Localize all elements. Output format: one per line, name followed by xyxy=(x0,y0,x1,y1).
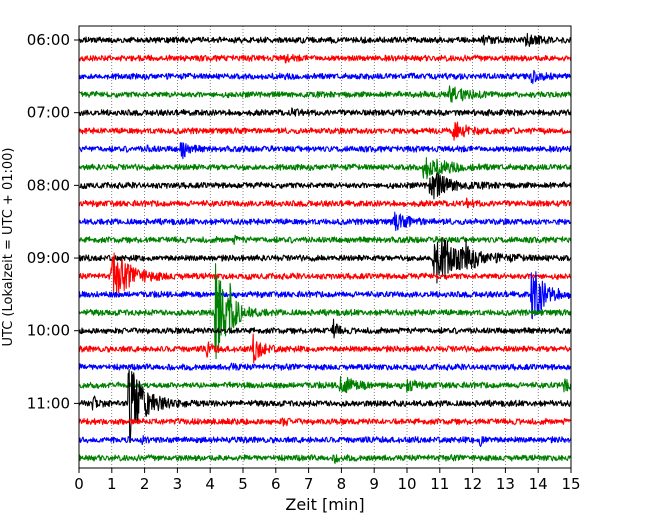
x-tick-label: 14 xyxy=(529,475,548,493)
seismic-trace-1045 xyxy=(78,376,572,394)
seismic-trace-0745 xyxy=(78,157,572,180)
seismic-trace-0830 xyxy=(78,211,572,232)
seismic-trace-0800 xyxy=(78,172,572,200)
seismic-trace-0715 xyxy=(78,121,572,141)
seismic-trace-0615 xyxy=(78,53,572,64)
y-tick-label: 07:00 xyxy=(27,104,70,122)
seismic-trace-0815 xyxy=(78,197,572,209)
y-tick-label: 08:00 xyxy=(27,176,70,194)
seismic-trace-1100 xyxy=(78,369,572,444)
x-axis-label: Zeit [min] xyxy=(285,495,364,514)
seismic-trace-1145 xyxy=(78,454,572,464)
seismic-trace-0600 xyxy=(78,32,572,47)
seismic-trace-1000 xyxy=(78,318,572,339)
x-tick-label: 1 xyxy=(107,475,117,493)
seismic-trace-0915 xyxy=(78,252,572,298)
x-tick-label: 5 xyxy=(238,475,248,493)
seismic-trace-0730 xyxy=(78,142,572,160)
y-tick-label: 11:00 xyxy=(27,394,70,412)
y-tick-label: 06:00 xyxy=(27,31,70,49)
y-axis-ticks: 06:00 07:00 08:00 09:00 10:00 11:00 xyxy=(27,31,79,412)
seismic-trace-0700 xyxy=(78,107,572,117)
x-tick-label: 2 xyxy=(140,475,150,493)
seismic-trace-1130 xyxy=(78,435,572,447)
x-tick-label: 9 xyxy=(369,475,379,493)
x-tick-label: 10 xyxy=(397,475,416,493)
seismic-trace-0645 xyxy=(78,85,572,103)
x-tick-label: 13 xyxy=(496,475,515,493)
seismic-trace-1115 xyxy=(78,417,572,427)
seismic-trace-1015 xyxy=(78,333,572,364)
seismic-trace-0900 xyxy=(78,236,572,284)
x-axis-ticks: 0 1 2 3 4 5 6 7 8 9 10 11 12 13 14 15 xyxy=(74,468,581,493)
y-tick-label: 10:00 xyxy=(27,322,70,340)
trace-lines xyxy=(78,32,572,464)
y-axis-label: UTC (Lokalzeit = UTC + 01:00) xyxy=(1,148,16,347)
plot-frame xyxy=(78,25,572,469)
seismic-trace-0630 xyxy=(78,69,572,85)
x-tick-label: 4 xyxy=(205,475,215,493)
seismic-trace-0930 xyxy=(78,271,572,320)
x-tick-label: 15 xyxy=(561,475,580,493)
x-tick-label: 0 xyxy=(74,475,84,493)
x-tick-label: 7 xyxy=(304,475,314,493)
x-tick-label: 12 xyxy=(463,475,482,493)
y-tick-label: 09:00 xyxy=(27,249,70,267)
seismic-trace-0945 xyxy=(78,263,572,360)
seismic-trace-1030 xyxy=(78,362,572,371)
seismic-trace-0845 xyxy=(78,234,572,245)
x-tick-label: 6 xyxy=(271,475,281,493)
x-tick-label: 11 xyxy=(430,475,449,493)
x-tick-label: 3 xyxy=(173,475,183,493)
x-tick-label: 8 xyxy=(337,475,347,493)
